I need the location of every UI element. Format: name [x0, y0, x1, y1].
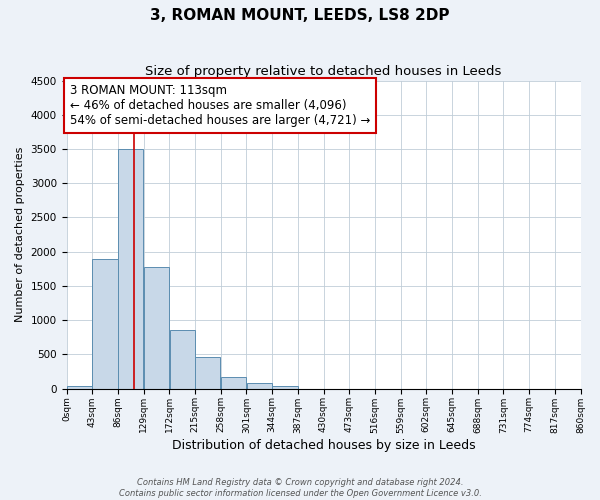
Bar [92, 258, 118, 388]
X-axis label: Distribution of detached houses by size in Leeds: Distribution of detached houses by size … [172, 440, 475, 452]
Y-axis label: Number of detached properties: Number of detached properties [15, 147, 25, 322]
Title: Size of property relative to detached houses in Leeds: Size of property relative to detached ho… [145, 65, 502, 78]
Text: 3, ROMAN MOUNT, LEEDS, LS8 2DP: 3, ROMAN MOUNT, LEEDS, LS8 2DP [150, 8, 450, 22]
Bar [221, 376, 246, 388]
Bar [170, 330, 195, 388]
Bar [195, 357, 220, 388]
Bar [247, 383, 272, 388]
Bar [118, 149, 143, 388]
Text: Contains HM Land Registry data © Crown copyright and database right 2024.
Contai: Contains HM Land Registry data © Crown c… [119, 478, 481, 498]
Text: 3 ROMAN MOUNT: 113sqm
← 46% of detached houses are smaller (4,096)
54% of semi-d: 3 ROMAN MOUNT: 113sqm ← 46% of detached … [70, 84, 370, 128]
Bar [272, 386, 298, 388]
Bar [144, 266, 169, 388]
Bar [67, 386, 92, 388]
